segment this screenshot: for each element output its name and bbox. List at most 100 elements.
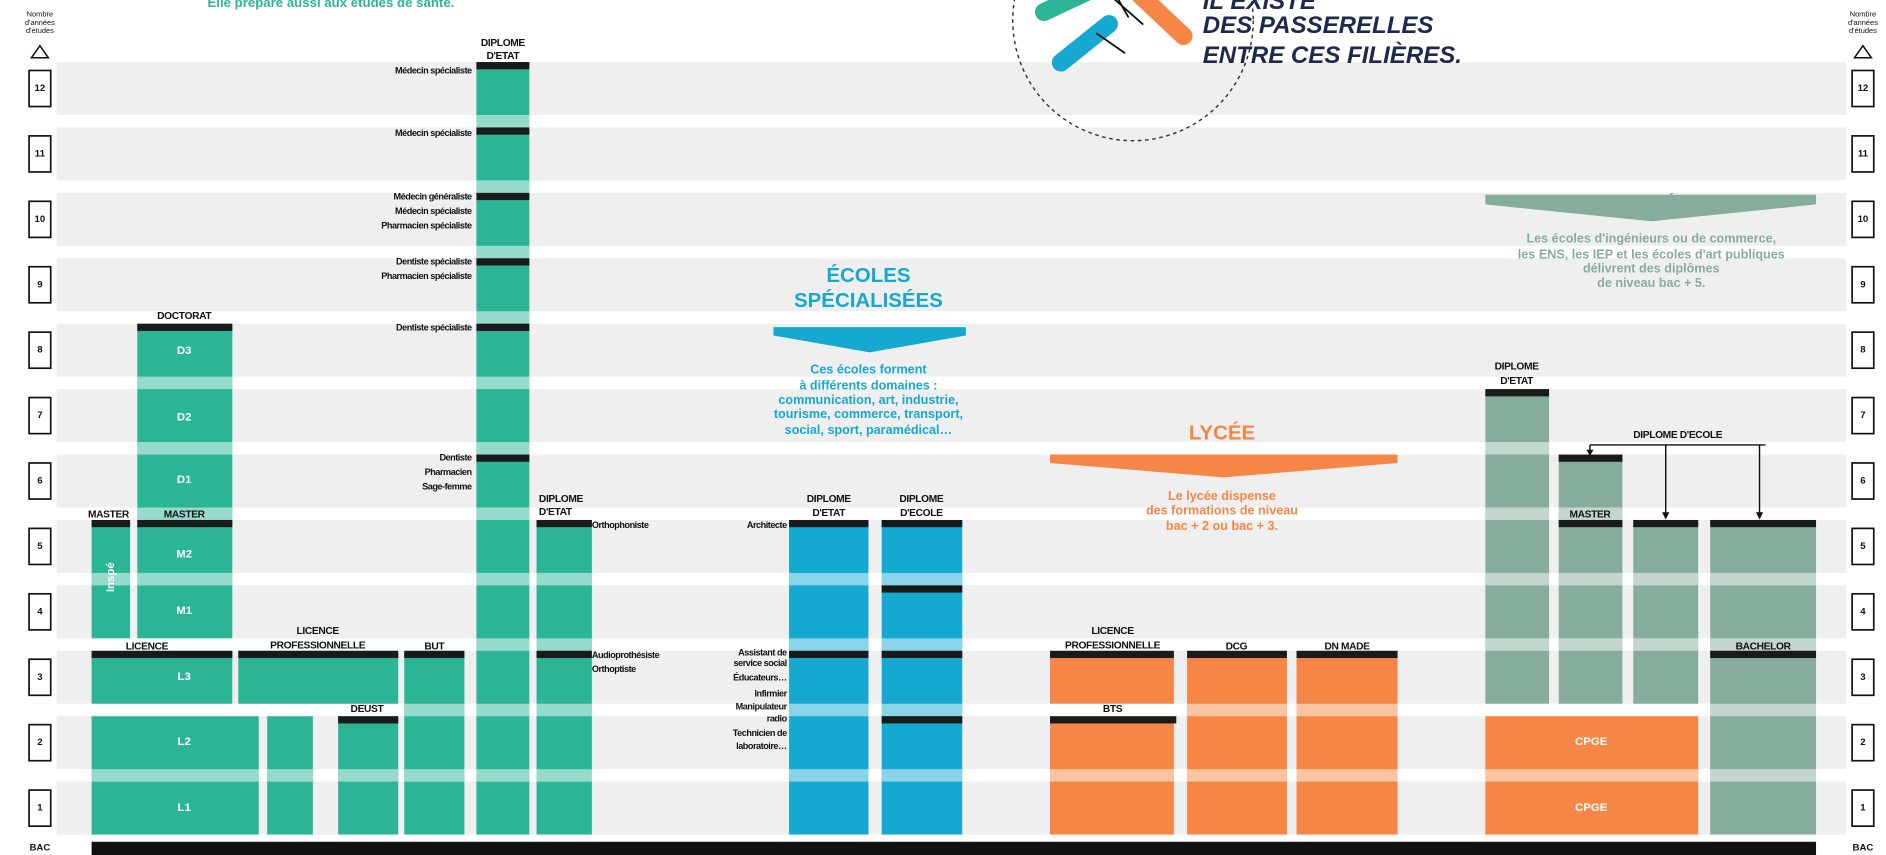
level-number: 11 [35,148,46,159]
label: D'ECOLE [900,508,943,519]
diploma-bar [881,519,963,528]
column-gap [1187,703,1287,717]
column-gap [881,703,963,717]
diploma-bar [476,258,530,266]
level-number: 11 [1858,148,1869,159]
diploma-bar [137,323,233,331]
axis-arrow [29,44,50,59]
diploma-bar [1485,389,1550,397]
label: des formations de niveau [1146,503,1298,517]
column-gap [1296,769,1398,782]
column-gap [1710,703,1817,717]
label: DIPLOME [807,494,852,505]
column-gap [881,638,963,651]
diploma-bar [789,650,869,659]
column-gap [1710,638,1817,651]
level-box [1851,789,1875,827]
column-gap [789,703,869,717]
axis-arrow [1853,44,1873,59]
label: tourisme, commerce, transport, [774,407,963,421]
label: L2 [178,736,191,748]
label: DIPLOME D'ECOLE [1633,430,1723,441]
diploma-bar [1187,650,1287,659]
label: DEUST [351,704,385,715]
axis-title: Nombre [1850,9,1876,18]
level-box [28,265,52,304]
level-box [1851,200,1875,239]
level-box [28,396,52,435]
logo-circle [1012,0,1254,142]
level-box [28,331,52,370]
level-number: 9 [1860,279,1865,290]
column-gap [1485,638,1550,651]
label: Infirmier [754,688,787,698]
label: DIPLOME [481,38,526,49]
level-box [28,658,52,697]
logo-stroke [1051,15,1118,72]
diploma-bar [476,62,530,70]
label: D'ETAT [812,508,846,519]
cursus-column [1710,519,1817,835]
label: DOCTORAT [157,311,212,322]
label: Orthophoniste [592,520,649,530]
level-number: 6 [37,476,42,487]
label: M2 [176,548,192,560]
label: GRANDES ÉCOLES [1555,193,1747,216]
label: D3 [177,345,192,357]
diploma-bar [91,650,233,659]
label: D'ETAT [486,51,520,62]
label: LICENCE [297,626,340,637]
diploma-bar [1710,519,1817,528]
level-number: 1 [1860,803,1866,814]
diploma-bar [881,650,963,659]
level-box [28,462,52,500]
label: Médecin spécialiste [395,128,472,138]
column-gap [476,507,530,520]
label: Technicien de [733,728,787,738]
column-gap [91,572,131,586]
level-box [1851,658,1875,697]
column-gap [476,572,530,586]
level-box [28,135,52,173]
level-number: 6 [1860,476,1865,487]
level-band [56,127,1847,181]
label: à différents domaines : [799,378,937,392]
level-number: 12 [1858,83,1869,94]
label: Ces écoles forment [810,363,927,377]
diploma-bar [536,650,592,659]
column-gap [1187,769,1287,782]
level-number: 2 [1860,737,1865,748]
label: D'ETAT [1500,376,1534,387]
column-gap [476,703,530,717]
cursus-column [881,519,963,835]
label: Dentiste spécialiste [396,323,472,333]
label: Médecin spécialiste [395,206,472,216]
column-gap [1710,769,1817,782]
label: SPÉCIALISÉES [794,289,943,312]
level-number: 8 [1860,345,1866,356]
bac-label: BAC [29,842,50,853]
level-number: 9 [37,279,42,290]
level-box [1851,69,1875,108]
label: D'ETAT [539,507,573,518]
column-gap [404,769,465,782]
label: Audioprothésiste [592,650,660,660]
label: Médecin spécialiste [395,65,472,75]
column-gap [1558,507,1623,520]
cursus-column [404,650,465,835]
level-box [28,592,52,631]
cursus-column [1187,650,1287,835]
label: Elle prépare aussi aux études de santé. [207,0,454,10]
label: Éducateurs… [733,673,787,683]
label: BACHELOR [1736,642,1792,653]
label: L1 [178,802,192,814]
column-gap [476,114,530,128]
column-gap [881,572,963,586]
label: BUT [424,642,445,653]
column-gap [789,572,869,586]
axis-title: d'études [1849,26,1877,35]
diploma-bar [1050,716,1177,724]
logo-stroke [1034,0,1091,22]
column-gap [137,572,233,586]
